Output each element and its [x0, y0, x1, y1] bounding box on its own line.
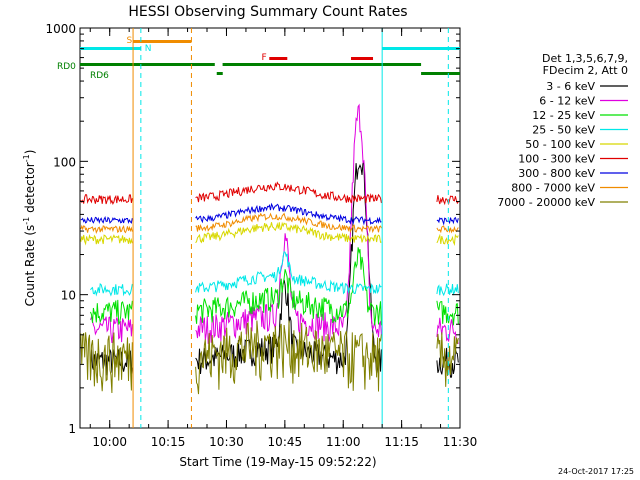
- legend-entry-label: 800 - 7000 keV: [511, 182, 595, 195]
- series-line: [195, 320, 382, 395]
- series-line: [436, 233, 459, 246]
- s-flag-bar: [133, 40, 192, 43]
- flag-label-s: S: [126, 36, 132, 46]
- x-tick-label: 10:00: [92, 435, 127, 449]
- n-flag-bar: [80, 47, 141, 50]
- series-line: [195, 103, 382, 344]
- y-tick-label: 1000: [45, 22, 76, 36]
- series-line: [436, 225, 459, 234]
- flag-label-rd6: RD6: [90, 71, 109, 81]
- legend: Det 1,3,5,6,7,9,FDecim 2, Att 0 3 - 6 keV…: [497, 52, 628, 209]
- x-tick-label: 11:15: [384, 435, 419, 449]
- series-100-300-keV: [80, 181, 459, 206]
- flag-label-rd0: RD0: [57, 62, 76, 72]
- series-line: [195, 202, 382, 226]
- series-800-7000-keV: [80, 212, 459, 235]
- series-line: [90, 283, 133, 297]
- x-tick-label: 11:30: [443, 435, 478, 449]
- series-line: [195, 251, 382, 295]
- legend-entry-label: 6 - 12 keV: [539, 95, 595, 108]
- series-line: [436, 283, 459, 297]
- rd0-bar: [222, 63, 422, 66]
- rd6-bar: [421, 72, 460, 75]
- x-tick-label: 11:00: [326, 435, 361, 449]
- f-flag-bar: [351, 57, 374, 60]
- legend-entry-label: 12 - 25 keV: [532, 109, 595, 122]
- x-tick-label: 10:15: [151, 435, 186, 449]
- series-12-25-keV: [90, 247, 459, 326]
- legend-entry-label: 300 - 800 keV: [518, 167, 595, 180]
- x-tick-label: 10:45: [268, 435, 303, 449]
- series-6-12-keV: [90, 103, 459, 345]
- plot-frame: [79, 27, 461, 429]
- rd0-bar: [80, 63, 215, 66]
- series-line: [436, 195, 459, 206]
- series-line: [80, 224, 133, 235]
- series-line: [80, 332, 133, 394]
- chart-title: HESSI Observing Summary Count Rates: [128, 4, 407, 20]
- rd6-bar: [216, 72, 223, 75]
- series-line: [195, 247, 382, 326]
- series-line: [436, 300, 459, 326]
- series-line: [195, 221, 382, 244]
- series-300-800-keV: [80, 202, 459, 226]
- x-tick-label: 10:30: [209, 435, 244, 449]
- series-line: [436, 317, 459, 345]
- series-line: [80, 215, 133, 225]
- series-line: [195, 212, 382, 234]
- generation-timestamp: 24-Oct-2017 17:25: [558, 467, 634, 476]
- x-axis-label: Start Time (19-May-15 09:52:22): [179, 455, 376, 469]
- y-tick-label: 1: [68, 422, 76, 436]
- flag-label-n: N: [145, 44, 152, 54]
- series-line: [90, 299, 133, 325]
- legend-entry-label: 3 - 6 keV: [546, 80, 595, 93]
- series-line: [80, 194, 133, 206]
- series-50-100-keV: [80, 221, 459, 246]
- series-25-50-keV: [90, 251, 459, 297]
- series-line: [436, 332, 459, 387]
- legend-entry-label: 100 - 300 keV: [518, 153, 595, 166]
- legend-entry-label: 25 - 50 keV: [532, 124, 595, 137]
- n-flag-bar: [382, 47, 460, 50]
- legend-header: Det 1,3,5,6,7,9,: [542, 52, 628, 65]
- legend-header: FDecim 2, Att 0: [543, 64, 628, 77]
- f-flag-bar: [269, 57, 288, 60]
- y-axis-label: Count Rate (s-1 detector-1): [22, 150, 37, 307]
- series-line: [80, 233, 133, 246]
- series-line: [436, 216, 459, 226]
- series-line: [90, 315, 133, 344]
- y-tick-label: 10: [61, 289, 76, 303]
- series-line: [195, 181, 382, 204]
- flag-label-f: F: [262, 53, 267, 63]
- legend-entry-label: 7000 - 20000 keV: [497, 196, 595, 209]
- legend-entry-label: 50 - 100 keV: [525, 138, 595, 151]
- series-7000-20000-keV: [80, 320, 459, 395]
- y-tick-label: 100: [53, 155, 76, 169]
